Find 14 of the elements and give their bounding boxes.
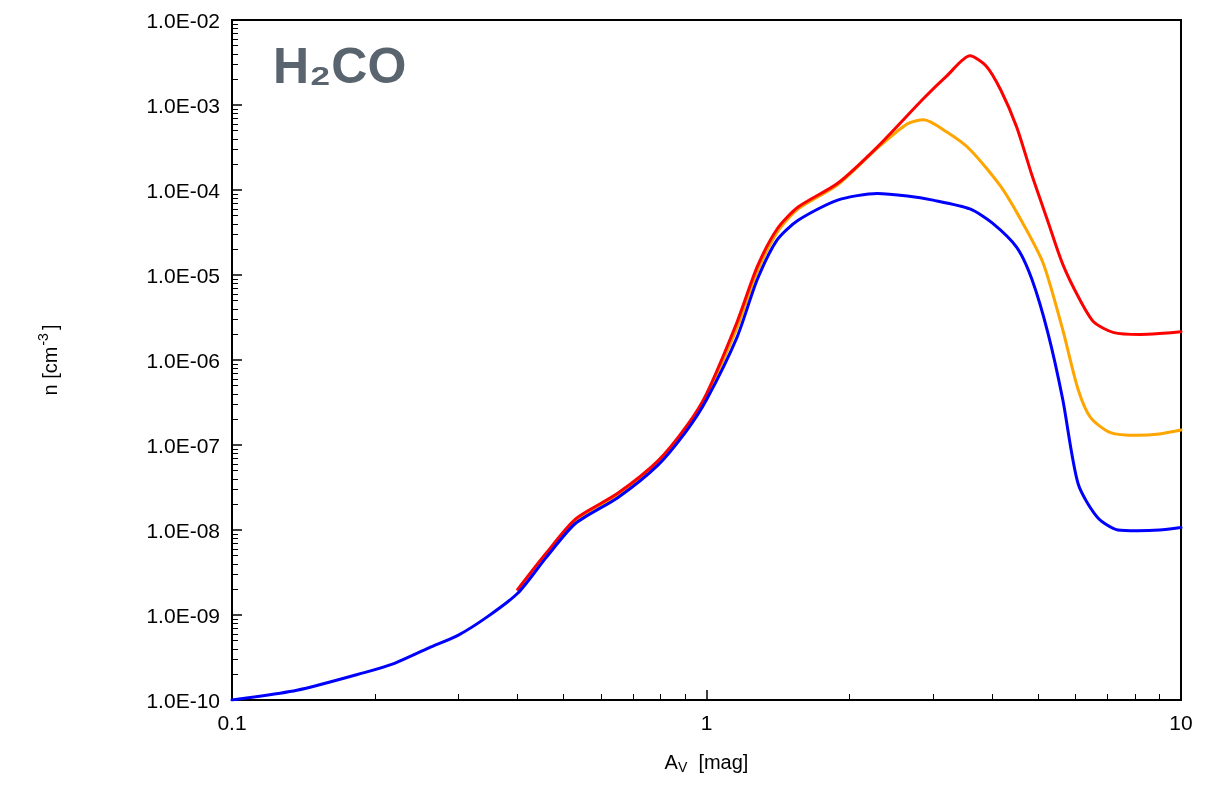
x-tick-label: 0.1	[217, 711, 247, 734]
y-tick-label: 1.0E-02	[146, 8, 220, 32]
chart-title: H₂CO	[273, 38, 407, 94]
y-tick-label: 1.0E-05	[146, 263, 220, 287]
y-tick-label: 1.0E-04	[146, 178, 221, 202]
x-tick-label: 10	[1169, 711, 1193, 734]
y-tick-label: 1.0E-07	[146, 433, 220, 457]
y-tick-label: 1.0E-08	[146, 518, 220, 542]
y-axis-title: n [cm-3]	[35, 324, 61, 396]
y-tick-label: 1.0E-09	[146, 603, 220, 627]
y-tick-label: 1.0E-10	[146, 688, 220, 712]
y-tick-label: 1.0E-06	[146, 348, 220, 372]
y-tick-label: 1.0E-03	[146, 93, 220, 117]
x-tick-label: 1	[700, 711, 713, 734]
